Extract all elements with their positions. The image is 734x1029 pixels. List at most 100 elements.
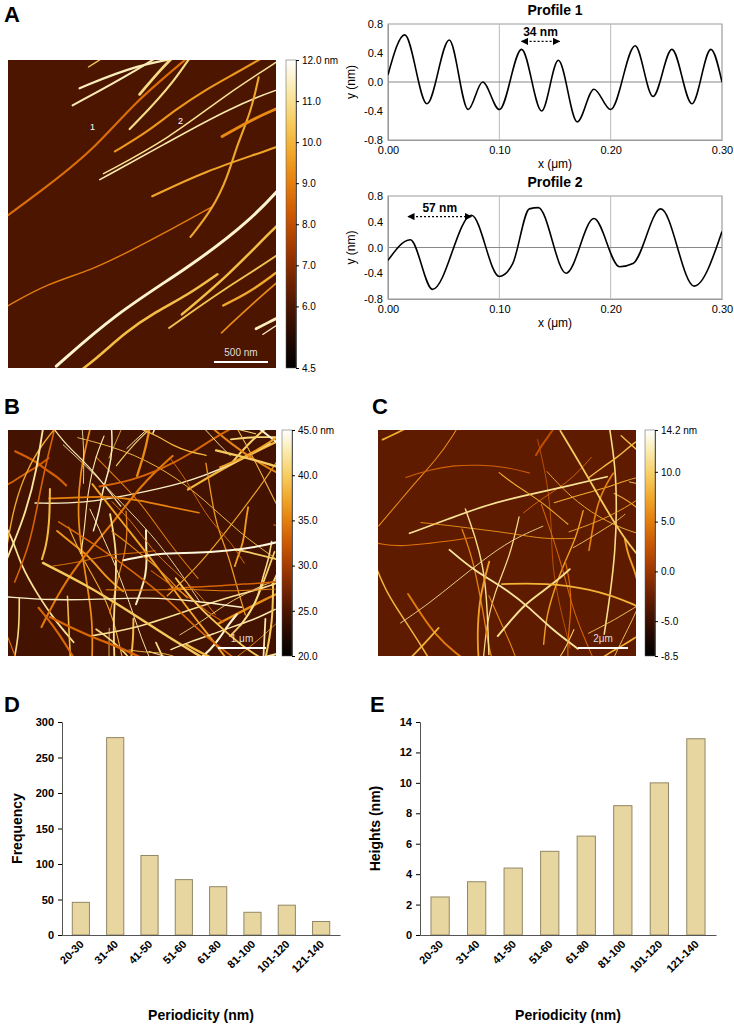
colorbar-axis-line xyxy=(293,431,296,657)
y-tick-mark xyxy=(416,874,420,875)
x-tick: 41-50 xyxy=(126,935,154,966)
y-tick-mark xyxy=(58,793,62,794)
colorbar-tick-mark xyxy=(292,430,295,431)
y-tick-mark xyxy=(416,813,420,814)
colorbar-tick-label: 20.0 xyxy=(298,651,318,662)
x-axis: 20-3031-4041-5051-6061-8081-100101-12012… xyxy=(417,935,717,975)
x-tick: 31-40 xyxy=(92,935,120,966)
colorbar-tick: 35.0 xyxy=(292,515,318,526)
fibril xyxy=(188,430,276,490)
x-tick-label: 0.30 xyxy=(712,303,733,315)
fibril xyxy=(176,578,276,656)
x-tick-label: 41-50 xyxy=(126,938,154,966)
fibril xyxy=(8,599,19,656)
x-tick: 0.20 xyxy=(600,140,621,156)
x-tick: 101-120 xyxy=(255,935,292,975)
x-axis-line xyxy=(389,140,723,141)
y-tick-mark xyxy=(58,864,62,865)
fibril xyxy=(235,507,248,566)
colorbar xyxy=(645,430,655,656)
fibril xyxy=(186,645,276,656)
x-tick-label: 51-60 xyxy=(526,938,554,966)
fibril xyxy=(42,456,173,627)
x-axis: 0.000.100.200.30 xyxy=(378,140,733,156)
colorbar-tick-mark xyxy=(296,183,299,184)
scale-bar-label: 1 μm xyxy=(231,633,253,644)
fibril xyxy=(462,529,498,656)
y-tick-label: -0.8 xyxy=(364,134,383,146)
bar xyxy=(141,855,158,935)
y-tick-label: -0.4 xyxy=(364,267,383,279)
colorbar-tick-mark xyxy=(292,611,295,612)
y-tick: 0.8 xyxy=(368,18,388,30)
y-tick-label: 0.4 xyxy=(368,216,383,228)
profile-line xyxy=(388,35,722,122)
y-tick-label: 12 xyxy=(400,746,412,758)
colorbar-tick: 4.5 xyxy=(296,363,316,374)
colorbar-tick: 9.0 xyxy=(296,178,316,189)
colorbar-tick-label: 35.0 xyxy=(298,515,318,526)
y-tick-label: 0.4 xyxy=(368,47,383,59)
fibril xyxy=(42,489,50,559)
fibril xyxy=(575,550,636,656)
colorbar-tick-mark xyxy=(655,522,658,523)
colorbar-tick-mark xyxy=(655,621,658,622)
colorbar-tick: 5.0 xyxy=(655,516,675,527)
y-tick-mark xyxy=(416,844,420,845)
fibril xyxy=(230,552,274,636)
bar xyxy=(244,912,261,935)
x-tick-label: 0.20 xyxy=(600,303,621,315)
x-tick: 121-140 xyxy=(289,935,326,975)
y-tick: -0.4 xyxy=(364,267,388,279)
x-tick: 41-50 xyxy=(490,935,518,966)
x-axis-line xyxy=(421,935,717,936)
fibril xyxy=(220,430,276,467)
y-axis-line xyxy=(388,197,389,300)
image-content xyxy=(8,430,276,656)
y-tick-label: 10 xyxy=(400,777,412,789)
fibril xyxy=(565,561,573,656)
plot-marks xyxy=(388,35,722,122)
x-tick-label: 20-30 xyxy=(58,938,86,966)
y-tick-label: 0 xyxy=(48,929,54,941)
y-axis-title: Heights (nm) xyxy=(367,786,383,872)
chart-title: Profile 1 xyxy=(527,2,582,18)
fibril xyxy=(153,430,187,433)
fibril xyxy=(588,556,636,633)
colorbar-tick-mark xyxy=(655,472,658,473)
bar xyxy=(650,783,668,935)
x-tick-label: 61-80 xyxy=(563,938,591,966)
x-tick: 61-80 xyxy=(195,935,223,966)
y-tick: 100 xyxy=(36,858,62,870)
colorbar-tick-label: 5.0 xyxy=(661,516,675,527)
fibril xyxy=(8,613,10,656)
colorbar-tick: 12.0 nm xyxy=(296,55,338,66)
colorbar-tick-mark xyxy=(292,566,295,567)
colorbar-tick-mark xyxy=(296,60,299,61)
x-tick-label: 61-80 xyxy=(195,938,223,966)
image-content xyxy=(378,430,636,656)
zero-line xyxy=(388,82,722,83)
x-tick-label: 121-140 xyxy=(664,938,701,975)
fibril xyxy=(43,563,251,656)
colorbar-tick-mark xyxy=(655,571,658,572)
y-tick-label: 100 xyxy=(36,858,54,870)
x-tick: 20-30 xyxy=(417,935,445,966)
colorbar-tick: -5.0 xyxy=(655,616,679,627)
y-tick-mark xyxy=(58,900,62,901)
colorbar-tick: 30.0 xyxy=(292,560,318,571)
fibril xyxy=(8,430,77,435)
fibril xyxy=(478,562,492,656)
image-content xyxy=(8,60,276,368)
fibril xyxy=(8,207,212,306)
grid-line xyxy=(388,24,389,140)
fibril xyxy=(450,550,578,649)
panel-label: E xyxy=(370,692,385,717)
y-tick: 0.4 xyxy=(368,47,388,59)
fibril xyxy=(59,522,237,656)
fibril xyxy=(473,517,520,656)
fibril xyxy=(129,650,203,656)
y-tick: -0.8 xyxy=(364,293,388,305)
y-tick-label: 4 xyxy=(406,868,413,880)
image-background xyxy=(378,430,636,656)
